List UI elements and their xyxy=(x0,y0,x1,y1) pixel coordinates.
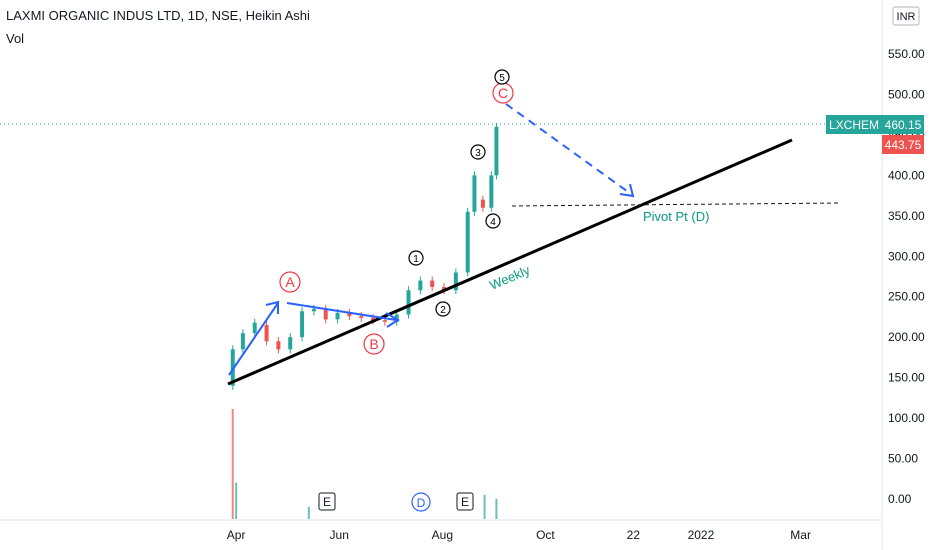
volume-indicator-label[interactable]: Vol xyxy=(6,31,25,46)
x-tick-label: 22 xyxy=(627,528,641,542)
candle-body xyxy=(347,312,352,317)
candle-body xyxy=(480,199,485,208)
earnings-marker-2 xyxy=(456,492,474,511)
pivot-line[interactable] xyxy=(511,202,841,207)
candle-body xyxy=(371,317,376,321)
wave-2-text: 2 xyxy=(440,305,446,316)
y-tick-label: 100.00 xyxy=(888,411,925,425)
last-price-label: 460.15 xyxy=(885,118,922,132)
chart-title: LAXMI ORGANIC INDUS LTD, 1D, NSE, Heikin… xyxy=(6,8,310,23)
candle-body xyxy=(418,280,423,291)
candle-body xyxy=(276,341,281,350)
dividend-marker xyxy=(411,492,431,512)
trendline-label: Weekly xyxy=(487,262,532,293)
volume-bar xyxy=(495,498,498,519)
x-tick-label: Jun xyxy=(330,528,349,542)
candle-body xyxy=(489,175,494,208)
candle-body xyxy=(406,290,411,315)
candle-body xyxy=(323,308,328,320)
wave-2-marker xyxy=(435,301,451,317)
volume-bar xyxy=(235,482,238,519)
arrow-projection xyxy=(505,103,632,195)
wave-labels[interactable]: A B C 1 2 3 4 5 xyxy=(279,69,514,355)
x-tick-label: 2022 xyxy=(688,528,715,542)
candle-body xyxy=(453,272,458,291)
currency-label: INR xyxy=(897,11,916,23)
candle-body xyxy=(311,308,316,312)
candle-body xyxy=(382,320,387,322)
arrow-down xyxy=(286,302,397,321)
wave-3-text: 3 xyxy=(475,148,481,159)
currency-badge[interactable] xyxy=(892,6,920,26)
arrow-projection-head xyxy=(619,183,635,198)
candle-body xyxy=(430,280,435,288)
wave-5-text: 5 xyxy=(499,73,505,84)
wave-3-marker xyxy=(470,144,486,160)
candle-body xyxy=(465,211,470,273)
wave-1-marker xyxy=(408,250,424,266)
earnings-marker-2-text: E xyxy=(461,495,469,509)
earnings-marker-1 xyxy=(318,492,336,511)
candle-body xyxy=(288,337,293,350)
y-tick-label: 300.00 xyxy=(888,249,925,263)
candle-body xyxy=(240,333,245,350)
candle-body xyxy=(472,175,477,212)
candle-body xyxy=(359,316,364,318)
y-tick-label: 250.00 xyxy=(888,290,925,304)
dividend-marker-text: D xyxy=(417,496,426,510)
candle-body xyxy=(494,126,499,176)
wave-b-text: B xyxy=(369,336,378,352)
earnings-marker-1-text: E xyxy=(323,495,331,509)
y-tick-label: 200.00 xyxy=(888,330,925,344)
event-markers[interactable]: E D E xyxy=(318,492,474,512)
y-tick-label: 150.00 xyxy=(888,371,925,385)
wave-c-text: C xyxy=(498,85,508,101)
volume-bar xyxy=(231,408,234,519)
y-tick-label: 0.00 xyxy=(888,492,912,506)
wave-1-text: 1 xyxy=(413,254,419,265)
candle-body xyxy=(442,287,447,291)
y-tick-label: 400.00 xyxy=(888,168,925,182)
wave-4-marker xyxy=(485,213,501,229)
arrow-up-head xyxy=(265,300,279,314)
volume-bar xyxy=(307,506,310,519)
symbol-label: LXCHEM xyxy=(829,118,879,132)
symbol-price-badge[interactable] xyxy=(826,115,882,134)
y-tick-label: 550.00 xyxy=(888,47,925,61)
wave-4-text: 4 xyxy=(490,217,496,228)
wave-5-marker xyxy=(494,69,510,85)
y-tick-label: 50.00 xyxy=(888,452,918,466)
y-tick-label: 350.00 xyxy=(888,209,925,223)
volume-bar xyxy=(483,494,486,519)
candle-body xyxy=(335,312,340,320)
wave-b-marker xyxy=(363,333,385,355)
second-price-label: 443.75 xyxy=(885,138,922,152)
x-axis[interactable]: Apr Jun Aug Oct 22 2022 Mar xyxy=(0,0,883,550)
weekly-trendline[interactable] xyxy=(227,138,793,386)
volume-bars xyxy=(231,408,498,519)
candles xyxy=(230,122,499,390)
arrow-up xyxy=(228,302,279,376)
candle-body xyxy=(300,311,305,338)
wave-arrows[interactable] xyxy=(228,103,635,376)
x-tick-label: Apr xyxy=(227,528,246,542)
candle-body xyxy=(264,325,269,342)
x-tick-label: Aug xyxy=(432,528,453,542)
second-price-badge[interactable] xyxy=(882,135,924,154)
last-price-badge[interactable] xyxy=(882,115,924,134)
pivot-label: Pivot Pt (D) xyxy=(643,209,709,224)
y-tick-label: 500.00 xyxy=(888,87,925,101)
candle-body xyxy=(230,349,235,386)
x-tick-label: Oct xyxy=(536,528,555,542)
x-tick-label: Mar xyxy=(790,528,811,542)
wave-a-text: A xyxy=(285,274,295,290)
wave-a-marker xyxy=(279,271,301,293)
arrow-down-head xyxy=(385,312,400,328)
candle-body xyxy=(252,322,257,334)
